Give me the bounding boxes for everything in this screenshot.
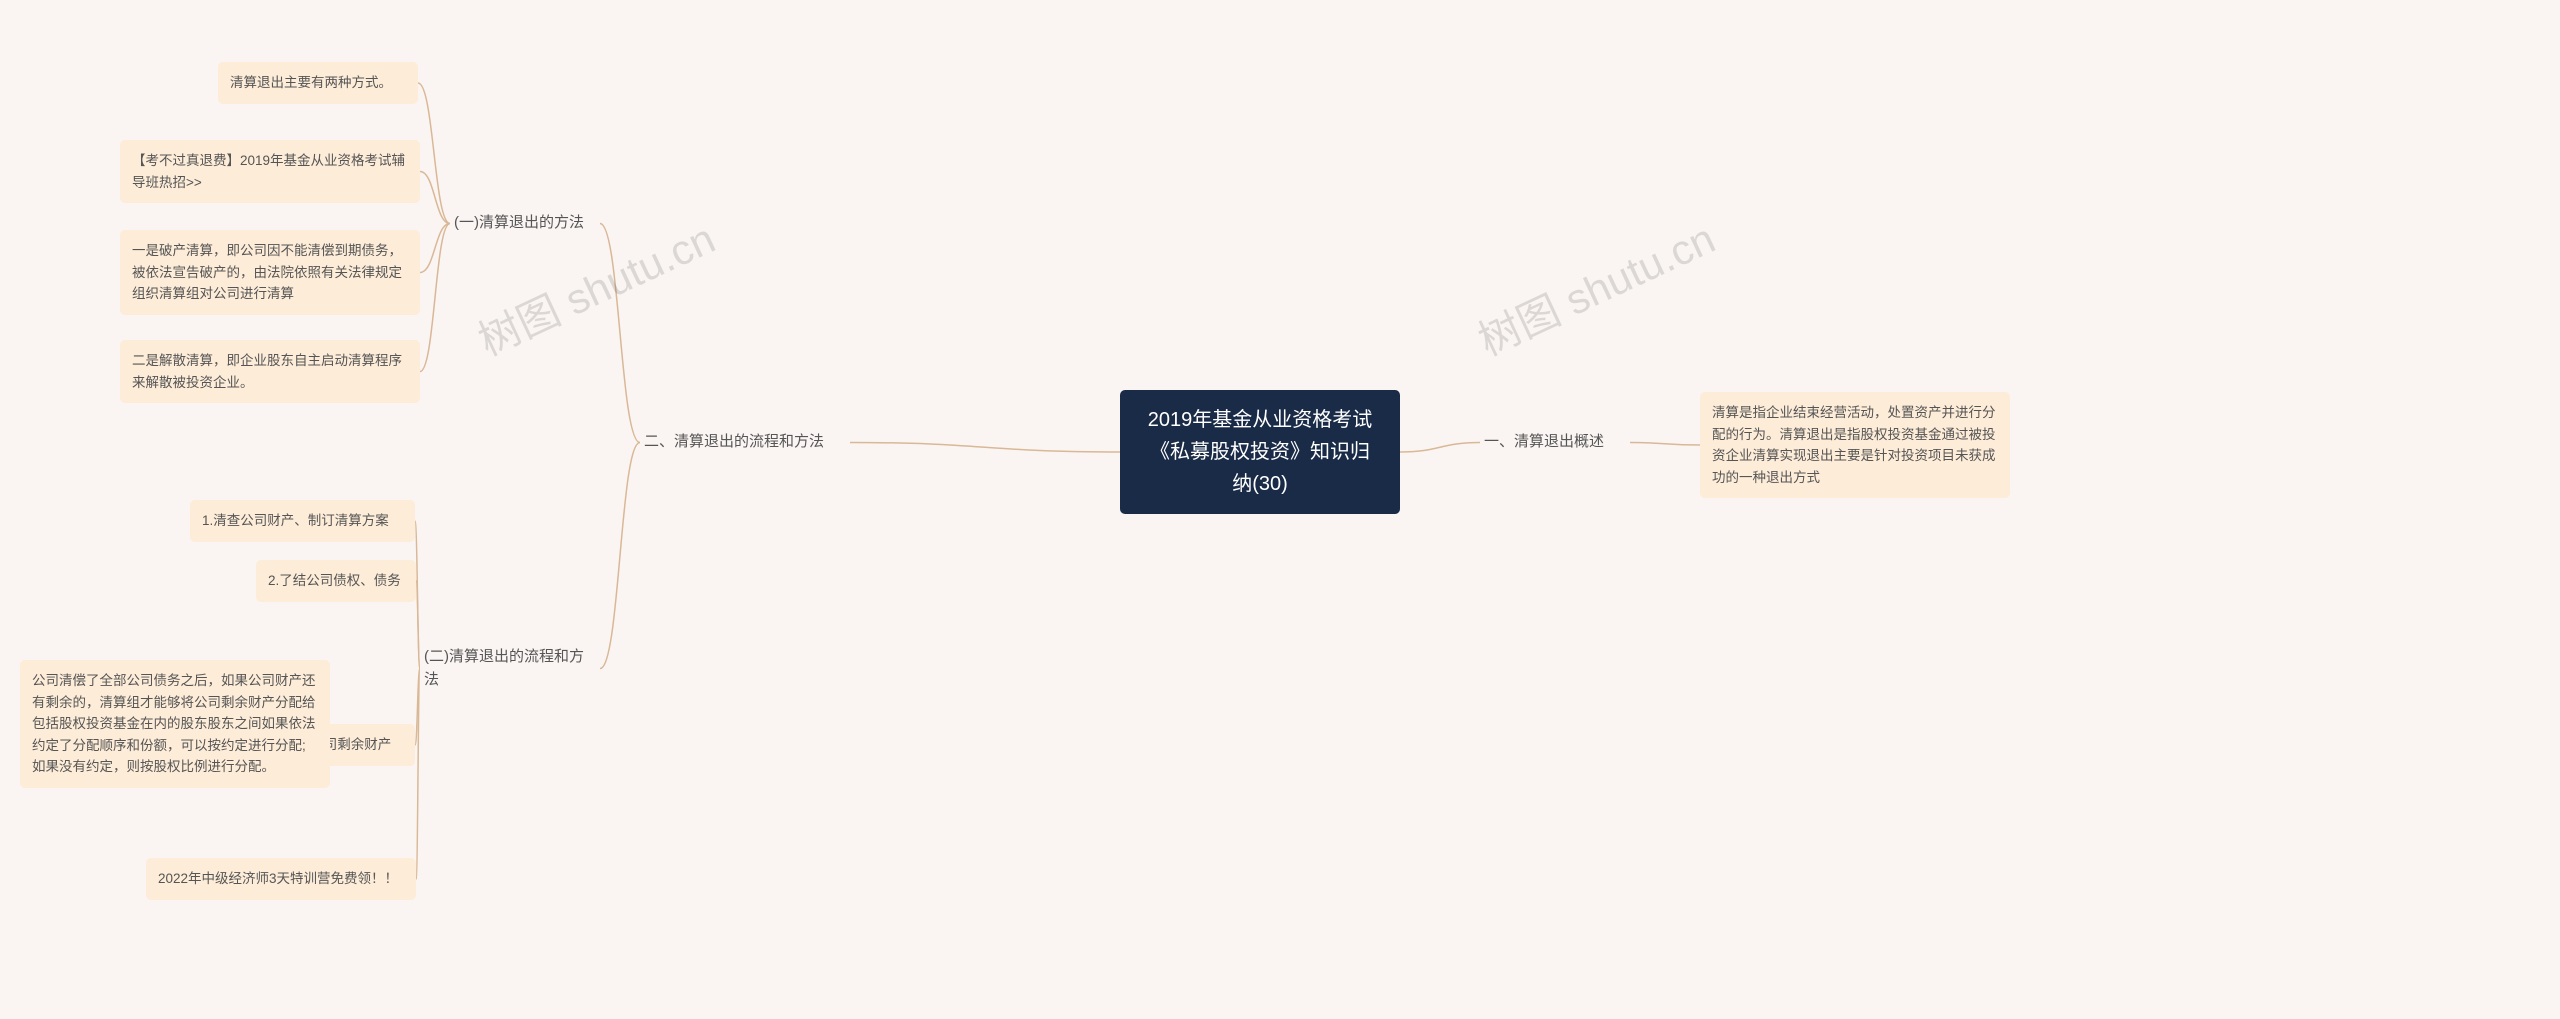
root-line3: 纳(30) [1232, 473, 1288, 495]
leaf-process-4: 2022年中级经济师3天特训营免费领！！ [146, 858, 416, 900]
leaf-method-3: 一是破产清算，即公司因不能清偿到期债务，被依法宣告破产的，由法院依照有关法律规定… [120, 230, 420, 315]
leaf-method-2: 【考不过真退费】2019年基金从业资格考试辅导班热招>> [120, 140, 420, 203]
leaf-process-1: 1.清查公司财产、制订清算方案 [190, 500, 415, 542]
root-line1: 2019年基金从业资格考试 [1148, 409, 1373, 431]
leaf-process-3-detail: 公司清偿了全部公司债务之后，如果公司财产还有剩余的，清算组才能够将公司剩余财产分… [20, 660, 330, 788]
branch-overview: 一、清算退出概述 [1480, 425, 1630, 460]
root-line2: 《私募股权投资》知识归 [1150, 441, 1370, 463]
leaf-method-4: 二是解散清算，即企业股东自主启动清算程序来解散被投资企业。 [120, 340, 420, 403]
leaf-process-2: 2.了结公司债权、债务 [256, 560, 416, 602]
leaf-overview-desc: 清算是指企业结束经营活动，处置资产并进行分配的行为。清算退出是指股权投资基金通过… [1700, 392, 2010, 498]
branch-method: (一)清算退出的方法 [450, 206, 600, 241]
branch-process-method: 二、清算退出的流程和方法 [640, 425, 850, 460]
leaf-method-1: 清算退出主要有两种方式。 [218, 62, 418, 104]
root-node: 2019年基金从业资格考试 《私募股权投资》知识归 纳(30) [1120, 390, 1400, 514]
branch-process: (二)清算退出的流程和方法 [420, 640, 600, 697]
watermark-2: 树图 shutu.cn [1467, 205, 1723, 368]
